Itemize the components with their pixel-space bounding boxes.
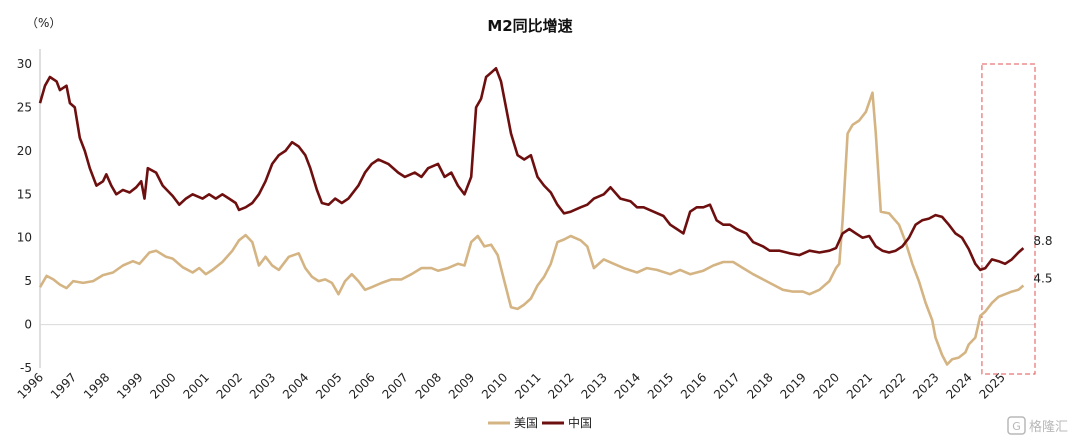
x-tick-label: 2002 <box>214 370 245 401</box>
x-tick-label: 2025 <box>976 370 1007 401</box>
axes <box>39 49 1035 368</box>
x-tick-label: 2005 <box>313 370 344 401</box>
y-tick-label: 20 <box>17 144 32 158</box>
x-tick-label: 2018 <box>744 370 775 401</box>
watermark: G 格隆汇 <box>1007 416 1068 435</box>
x-tick-label: 2020 <box>811 370 842 401</box>
y-tick-label: -5 <box>20 361 32 375</box>
end-labels: 4.5 8.8 <box>1033 234 1052 285</box>
x-tick-label: 2021 <box>844 370 875 401</box>
watermark-logo-glyph: G <box>1012 420 1021 433</box>
x-ticks: 1996 1997 1998 1999 2000 2001 2002 2003 2004 2005… <box>15 370 1008 401</box>
series-line-1 <box>38 67 1025 272</box>
x-tick-label: 2019 <box>777 370 808 401</box>
y-tick-label: 15 <box>17 187 32 201</box>
chart-title: M2同比增速 <box>487 17 572 35</box>
x-tick-label: 2016 <box>678 370 709 401</box>
x-tick-label: 2000 <box>147 370 178 401</box>
series-end-label: 4.5 <box>1033 271 1052 285</box>
y-tick-label: 25 <box>17 100 32 114</box>
x-tick-label: 2024 <box>943 370 974 401</box>
x-tick-label: 2010 <box>479 370 510 401</box>
x-tick-label: 1997 <box>48 370 79 401</box>
x-tick-label: 2006 <box>346 370 377 401</box>
y-tick-label: 10 <box>17 231 32 245</box>
highlight-box <box>981 63 1036 375</box>
x-tick-label: 2015 <box>645 370 676 401</box>
series-end-label: 8.8 <box>1033 234 1052 248</box>
y-unit-label: （%） <box>26 16 61 30</box>
x-tick-label: 2011 <box>512 370 543 401</box>
series-lines <box>38 67 1025 366</box>
legend-label-us: 美国 <box>514 416 538 430</box>
x-tick-label: 2007 <box>379 370 410 401</box>
y-tick-label: 0 <box>24 318 32 332</box>
y-ticks: 30 25 20 15 10 5 0 -5 <box>17 57 32 375</box>
x-tick-label: 2022 <box>877 370 908 401</box>
legend-label-china: 中国 <box>568 415 592 430</box>
x-tick-label: 2008 <box>413 370 444 401</box>
x-tick-label: 2004 <box>280 370 311 401</box>
watermark-logo-icon <box>1007 416 1026 435</box>
y-tick-label: 30 <box>17 57 32 71</box>
series-line-0 <box>38 91 1025 366</box>
x-tick-label: 1998 <box>81 370 112 401</box>
x-tick-label: 2014 <box>612 370 643 401</box>
watermark-text: 格隆汇 <box>1029 419 1068 435</box>
x-tick-label: 2009 <box>446 370 477 401</box>
x-tick-label: 2012 <box>545 370 576 401</box>
x-tick-label: 1999 <box>114 370 145 401</box>
legend: 美国 中国 <box>488 415 592 430</box>
x-tick-label: 2013 <box>578 370 609 401</box>
x-tick-label: 2017 <box>711 370 742 401</box>
x-tick-label: 2023 <box>910 370 941 401</box>
y-tick-label: 5 <box>24 274 32 288</box>
x-tick-label: 2001 <box>180 370 211 401</box>
x-tick-label: 2003 <box>247 370 278 401</box>
